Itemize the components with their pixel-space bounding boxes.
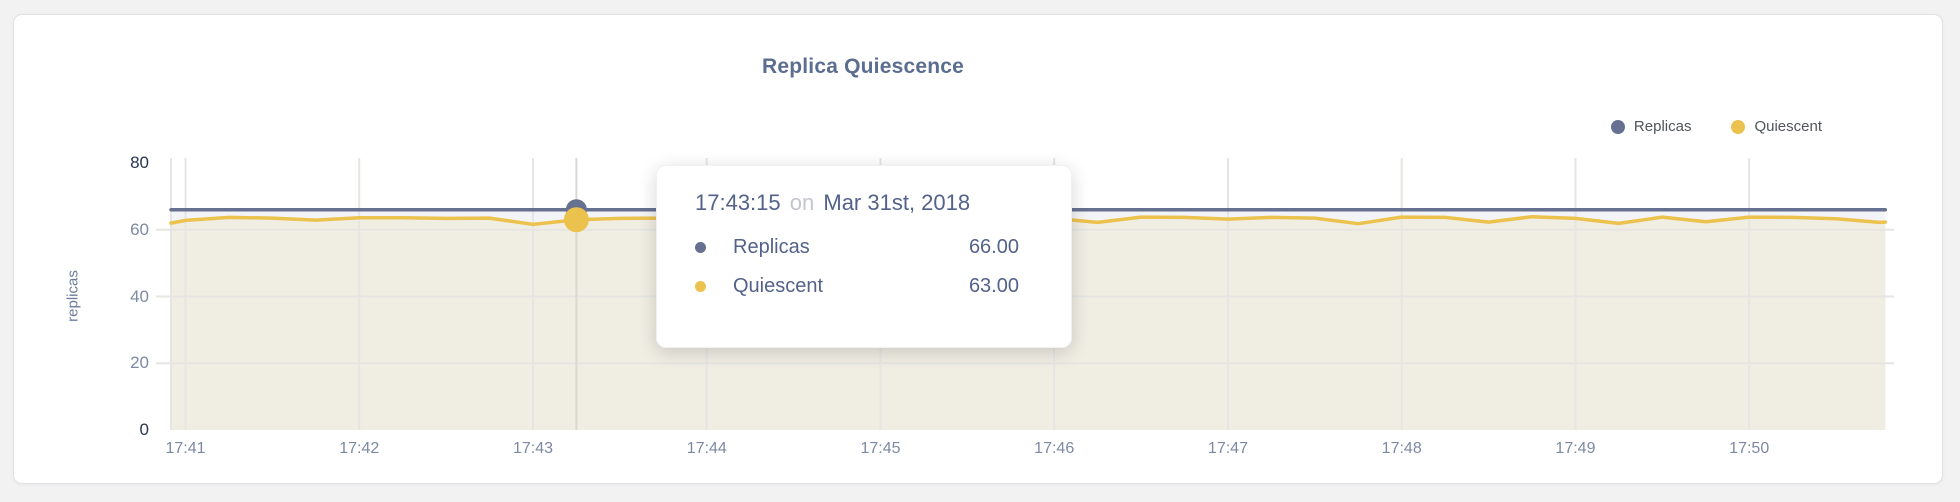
tooltip-row-replicas: Replicas 66.00 bbox=[695, 228, 1019, 267]
x-axis-tick: 17:42 bbox=[339, 440, 380, 457]
tooltip-label-quiescent: Quiescent bbox=[733, 275, 824, 297]
quiescent-series-dot-icon bbox=[695, 281, 706, 292]
x-axis-tick: 17:50 bbox=[1729, 440, 1770, 457]
legend-label-replicas: Replicas bbox=[1633, 118, 1692, 135]
x-axis-tick: 17:43 bbox=[512, 440, 553, 457]
chart-tooltip: 17:43:15 on Mar 31st, 2018 Replicas 66.0… bbox=[656, 165, 1072, 348]
chart-card: Replica Quiescence Replicas Quiescent re… bbox=[13, 14, 1943, 484]
x-axis-tick: 17:46 bbox=[1034, 440, 1075, 457]
x-axis-tick: 17:44 bbox=[686, 440, 727, 457]
tooltip-label-replicas: Replicas bbox=[733, 236, 810, 258]
legend-item-replicas[interactable]: Replicas bbox=[1610, 118, 1692, 135]
x-axis-tick: 17:49 bbox=[1555, 440, 1596, 457]
chart-legend: Replicas Quiescent bbox=[1610, 118, 1822, 135]
x-axis-tick: 17:41 bbox=[165, 440, 206, 457]
x-axis-tick: 17:45 bbox=[860, 440, 901, 457]
tooltip-value-quiescent: 63.00 bbox=[968, 275, 1019, 297]
tooltip-time: 17:43:15 bbox=[695, 190, 781, 215]
y-axis-tick: 20 bbox=[130, 353, 149, 373]
quiescent-series-dot-icon bbox=[1731, 119, 1746, 134]
x-axis-tick: 17:47 bbox=[1207, 440, 1248, 457]
replicas-series-dot-icon bbox=[1610, 119, 1625, 134]
tooltip-row-quiescent: Quiescent 63.00 bbox=[695, 267, 1019, 306]
chart-title: Replica Quiescence bbox=[761, 55, 965, 78]
legend-label-quiescent: Quiescent bbox=[1754, 118, 1822, 135]
y-axis-tick: 40 bbox=[130, 286, 149, 306]
tooltip-value-replicas: 66.00 bbox=[968, 236, 1019, 258]
replicas-series-dot-icon bbox=[695, 242, 706, 253]
tooltip-connector: on bbox=[789, 190, 815, 215]
x-axis-tick: 17:48 bbox=[1381, 440, 1422, 457]
y-axis-tick: 60 bbox=[130, 219, 149, 239]
tooltip-header: 17:43:15 on Mar 31st, 2018 bbox=[695, 188, 1019, 218]
y-axis-tick: 80 bbox=[130, 153, 149, 172]
legend-item-quiescent[interactable]: Quiescent bbox=[1731, 118, 1822, 135]
y-axis-tick: 0 bbox=[139, 420, 149, 439]
tooltip-date: Mar 31st, 2018 bbox=[823, 190, 971, 215]
